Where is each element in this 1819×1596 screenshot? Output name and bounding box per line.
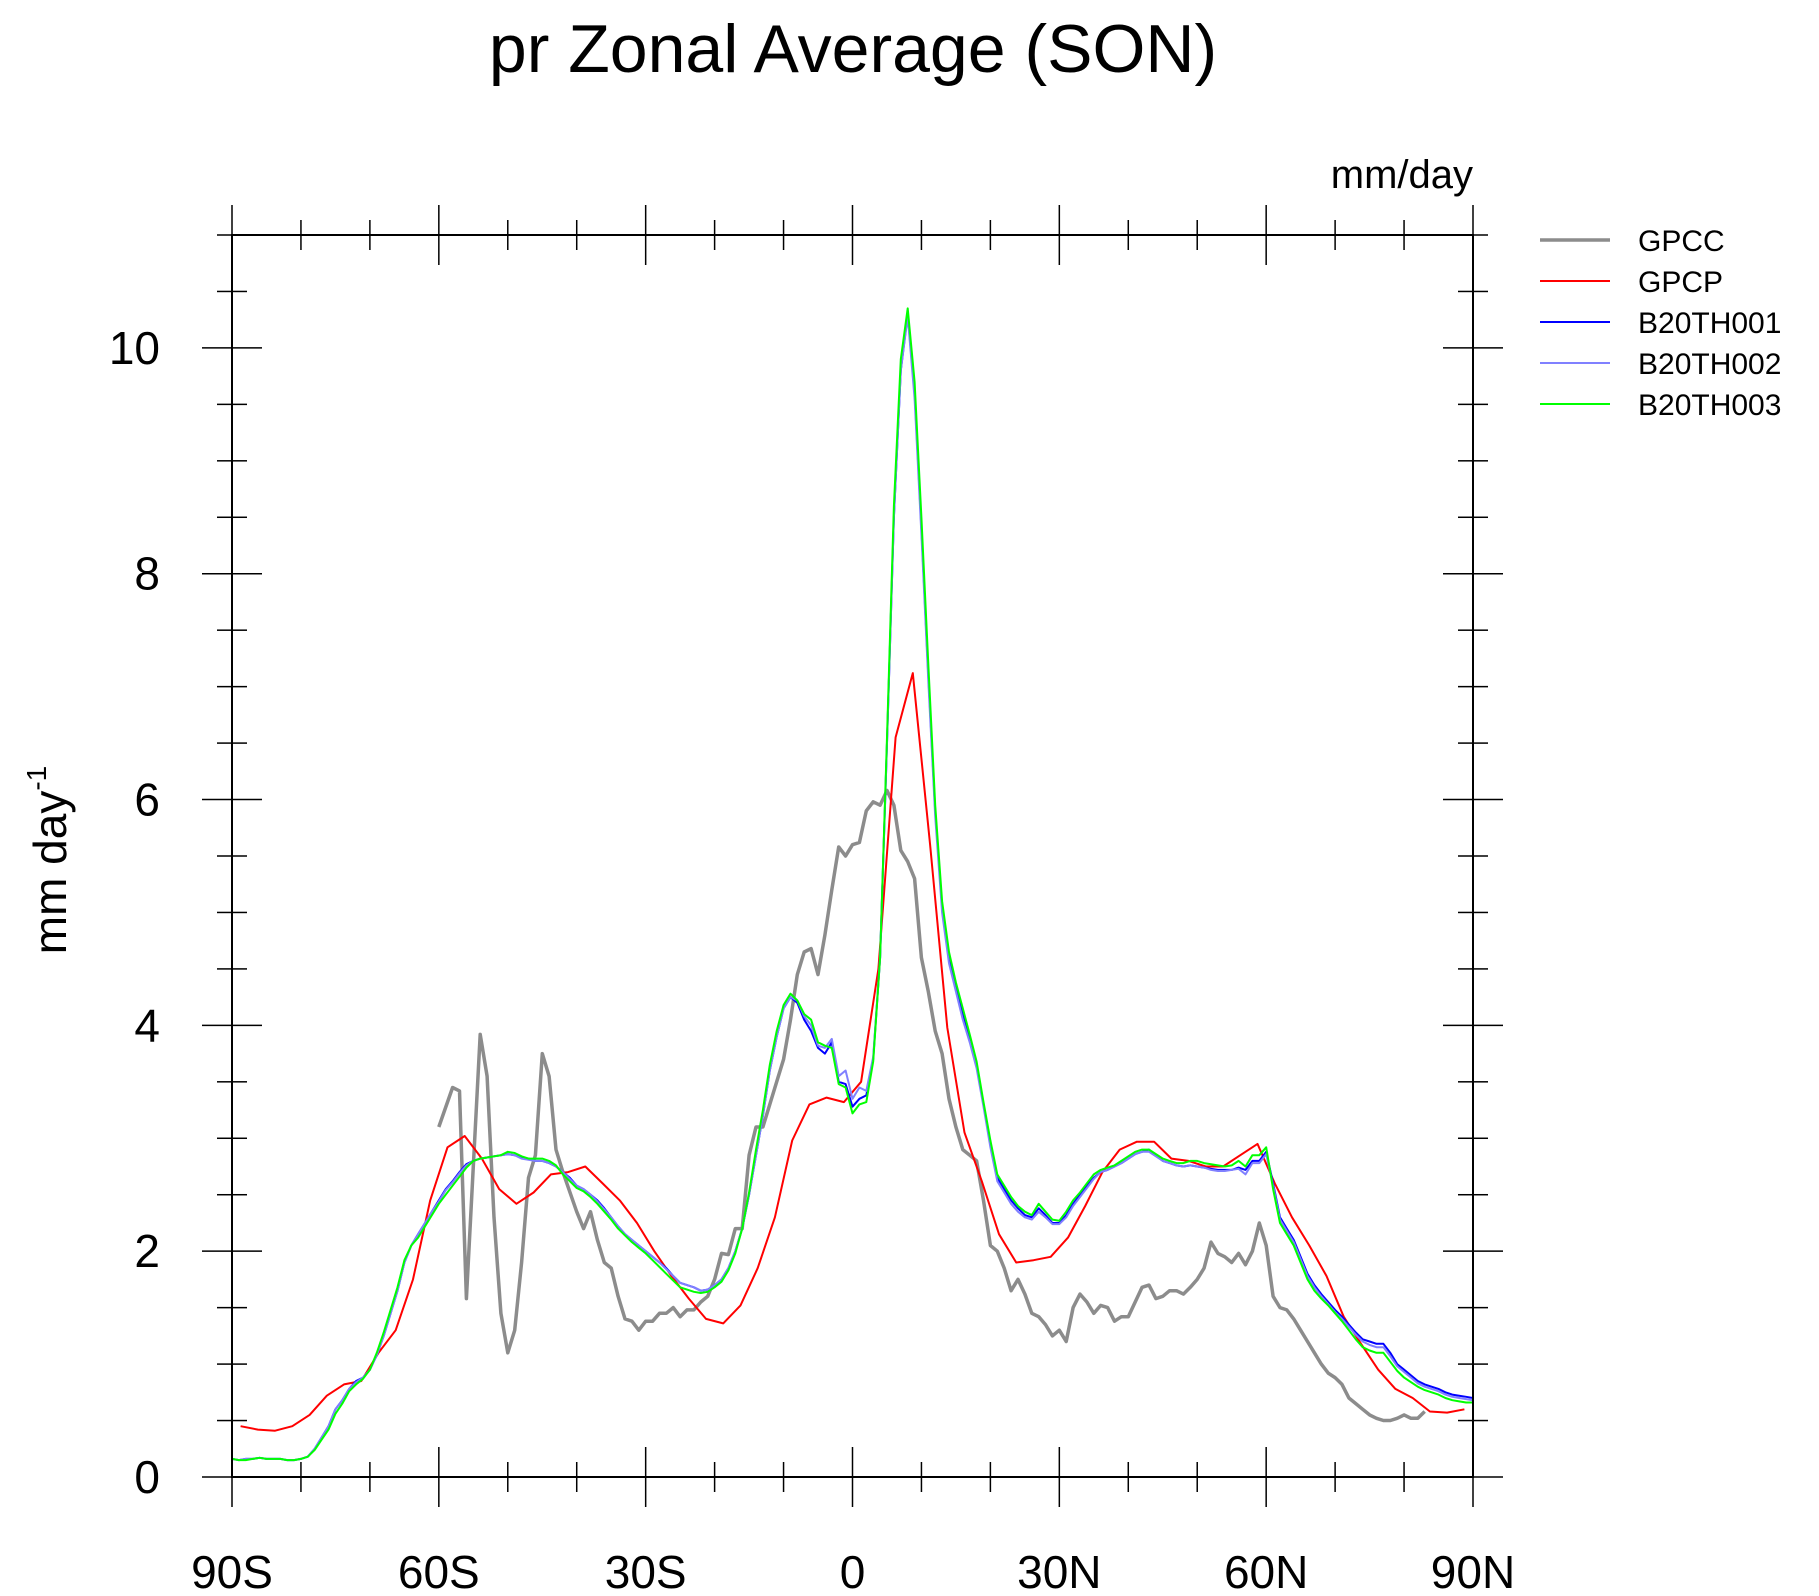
series-layer	[232, 307, 1473, 1462]
x-tick-label: 30N	[1017, 1546, 1101, 1596]
y-axis-label-superscript: -1	[21, 766, 52, 791]
plot-frame	[231, 234, 1474, 1478]
ticks-layer	[202, 205, 1503, 1507]
legend-label-gpcc: GPCC	[1638, 225, 1725, 258]
y-tick-label: 10	[109, 322, 160, 374]
y-tick-label: 0	[134, 1451, 160, 1503]
x-tick-label: 60S	[398, 1546, 480, 1596]
tick-label-layer: 90S 60S 30S 0 30N 60N 90N 0 2 4 6 8 10	[109, 322, 1515, 1596]
x-tick-label: 90N	[1431, 1546, 1515, 1596]
series-line-gpcc	[437, 788, 1426, 1423]
x-tick-label: 0	[840, 1546, 866, 1596]
x-tick-label: 90S	[191, 1546, 273, 1596]
y-axis-label: mm day-1	[21, 766, 76, 955]
legend-label-b20th001: B20TH001	[1638, 307, 1781, 340]
x-tick-label: 30S	[605, 1546, 687, 1596]
x-tick-label: 60N	[1224, 1546, 1308, 1596]
y-tick-label: 8	[134, 548, 160, 600]
units-label: mm/day	[1331, 153, 1473, 197]
legend-label-b20th003: B20TH003	[1638, 389, 1781, 422]
y-tick-label: 2	[134, 1225, 160, 1277]
series-line-b20th001	[232, 313, 1473, 1462]
legend: GPCC GPCP B20TH001 B20TH002 B20TH003	[1540, 225, 1781, 422]
series-line-b20th003	[232, 307, 1473, 1462]
y-tick-label: 4	[134, 999, 160, 1051]
series-line-gpcp	[240, 672, 1465, 1432]
legend-label-b20th002: B20TH002	[1638, 348, 1781, 381]
legend-label-gpcp: GPCP	[1638, 266, 1723, 299]
series-line-b20th002	[232, 315, 1473, 1462]
y-tick-label: 6	[134, 774, 160, 826]
chart-title: pr Zonal Average (SON)	[489, 11, 1217, 87]
y-axis-label-text: mm day	[24, 791, 76, 955]
